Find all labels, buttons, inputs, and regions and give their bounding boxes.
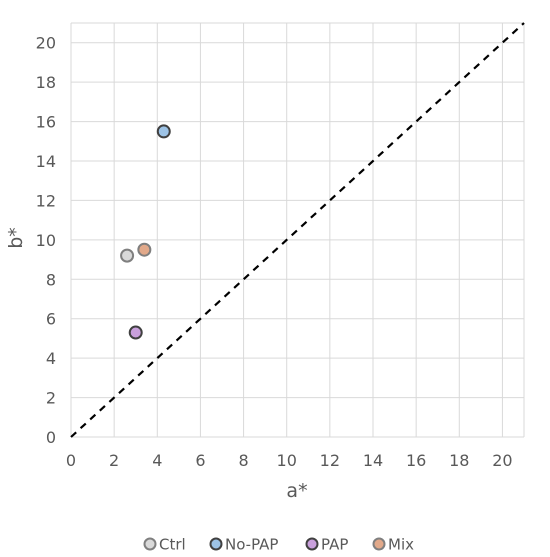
reference-line-group [70,22,525,438]
legend-marker-no-pap [209,537,223,551]
grid [70,22,525,438]
x-tick-label: 16 [406,451,426,470]
y-tick-label: 8 [46,270,56,289]
legend-marker-mix [372,537,386,551]
data-point-ctrl [120,248,135,263]
y-tick-label: 0 [46,428,56,447]
y-tick-label: 12 [36,191,56,210]
y-tick-label: 4 [46,349,56,368]
x-tick-label: 0 [66,451,76,470]
y-tick-label: 18 [36,73,56,92]
x-axis-title: a* [286,480,307,502]
x-tick-label: 2 [109,451,119,470]
x-tick-label: 10 [277,451,297,470]
y-tick-label: 20 [36,34,56,53]
data-point-mix [137,242,152,257]
x-tick-labels: 0 2 4 6 8 10 12 14 16 18 20 [66,451,513,470]
legend-label-no-pap: No-PAP [225,536,278,554]
legend: Ctrl No-PAP PAP Mix [143,536,414,554]
legend-marker-ctrl [143,537,157,551]
legend-label-pap: PAP [321,536,348,554]
legend-label-mix: Mix [388,536,414,554]
x-tick-label: 6 [195,451,205,470]
y-tick-label: 10 [36,231,56,250]
y-tick-label: 6 [46,310,56,329]
legend-label-ctrl: Ctrl [159,536,186,554]
y-tick-label: 2 [46,389,56,408]
x-tick-label: 12 [320,451,340,470]
y-tick-label: 14 [36,152,56,171]
x-tick-label: 8 [238,451,248,470]
y-axis-title: b* [5,227,27,249]
x-tick-label: 4 [152,451,162,470]
data-point-pap [128,325,143,340]
x-tick-label: 14 [363,451,383,470]
reference-line [70,22,525,438]
data-points [120,124,171,340]
data-point-no-pap [156,124,171,139]
y-tick-label: 16 [36,113,56,132]
x-tick-label: 20 [492,451,512,470]
y-tick-labels: 0 2 4 6 8 10 12 14 16 18 20 [36,34,56,447]
legend-marker-pap [305,537,319,551]
x-tick-label: 18 [449,451,469,470]
